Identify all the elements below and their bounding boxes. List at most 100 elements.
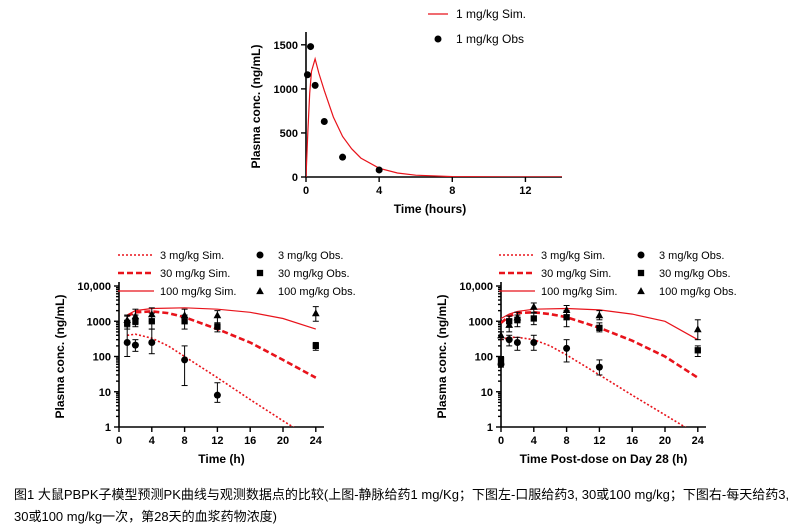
legend-swatch-square: [637, 269, 645, 277]
x-axis-label: Time (hours): [394, 202, 466, 216]
x-tick-label: 0: [303, 185, 309, 197]
data-point-triangle: [147, 310, 156, 318]
y-tick-label: 10: [99, 387, 111, 399]
legend-swatch-circle: [256, 251, 264, 259]
data-point-triangle: [529, 302, 538, 310]
x-tick-label: 20: [277, 435, 289, 447]
x-axis-label: Time (h): [198, 452, 244, 466]
chart-top: 0 4 8 12 0 500 1000 1500 Time (hours) Plasma conc…: [249, 7, 562, 216]
data-point-circle: [307, 43, 315, 51]
x-tick-label: 4: [531, 435, 538, 447]
data-point-circle: [530, 338, 538, 346]
chart-bottom-left: 0 4 8 12 16 20 24 1 10 100 1000 10,000 Time (h) Plasm…: [53, 250, 356, 466]
x-tick-label: 12: [593, 435, 605, 447]
data-point-circle: [375, 166, 383, 174]
y-axis-label: Plasma conc. (ng/mL): [249, 44, 263, 168]
x-tick-label: 16: [626, 435, 638, 447]
data-point-triangle: [497, 331, 505, 339]
legend-label: 100 mg/kg Obs.: [278, 286, 356, 298]
series-line-2: [126, 307, 316, 330]
y-tick-label: 1500: [274, 40, 298, 52]
series-line-0: [501, 336, 687, 427]
legend: 3 mg/kg Sim. 3 mg/kg Obs. 30 mg/kg Sim. 30 …: [499, 250, 737, 298]
data-point-triangle: [562, 306, 571, 314]
data-point-square: [497, 356, 505, 364]
data-point-circle: [563, 344, 571, 352]
legend-label: 100 mg/kg Obs.: [659, 286, 737, 298]
y-tick-label: 1: [487, 422, 493, 434]
y-tick-label: 1000: [87, 316, 111, 328]
x-tick-label: 24: [692, 435, 705, 447]
legend-label: 30 mg/kg Obs.: [659, 268, 731, 280]
series-line-0: [127, 333, 295, 427]
y-tick-label: 0: [292, 172, 298, 184]
y-tick-label: 10,000: [459, 281, 493, 293]
x-tick-label: 20: [659, 435, 671, 447]
data-point-triangle: [595, 311, 604, 319]
legend: 3 mg/kg Sim. 3 mg/kg Obs. 30 mg/kg Sim. 30 …: [118, 250, 356, 298]
x-tick-label: 12: [519, 185, 531, 197]
data-point-circle: [181, 356, 189, 364]
data-point-circle: [311, 81, 319, 89]
legend-label: 3 mg/kg Sim.: [541, 250, 605, 262]
series-line-1: [501, 310, 699, 379]
y-tick-label: 1: [105, 422, 111, 434]
legend-label: 3 mg/kg Obs.: [278, 250, 343, 262]
legend-swatch-triangle: [637, 287, 645, 295]
data-point-circle: [339, 153, 347, 161]
data-point-triangle: [123, 315, 132, 323]
data-point-square: [214, 323, 221, 330]
x-axis-label: Time Post-dose on Day 28 (h): [520, 452, 688, 466]
x-tick-label: 4: [149, 435, 156, 447]
data-point-square: [312, 342, 319, 350]
x-tick-label: 8: [449, 185, 455, 197]
y-tick-label: 1000: [469, 316, 493, 328]
y-tick-label: 500: [280, 128, 298, 140]
legend: 1 mg/kg Sim. 1 mg/kg Obs: [428, 7, 526, 46]
data-point-circle: [595, 363, 603, 371]
legend-swatch-square: [256, 269, 264, 277]
legend-label: 30 mg/kg Sim.: [160, 268, 230, 280]
legend-label: 1 mg/kg Sim.: [456, 7, 526, 21]
data-point-circle: [148, 338, 156, 346]
data-point-triangle: [513, 313, 522, 321]
y-axis-label: Plasma conc. (ng/mL): [435, 294, 449, 418]
data-point-triangle: [213, 311, 222, 319]
data-point-triangle: [180, 311, 189, 319]
x-tick-label: 8: [182, 435, 188, 447]
data-point-circle: [123, 338, 131, 346]
legend-label: 30 mg/kg Obs.: [278, 268, 350, 280]
x-tick-label: 16: [244, 435, 256, 447]
data-point-triangle: [311, 309, 320, 317]
data-point-circle: [131, 341, 139, 349]
legend-label: 100 mg/kg Sim.: [541, 286, 617, 298]
legend-label: 1 mg/kg Obs: [456, 32, 524, 46]
data-point-circle: [320, 117, 328, 125]
x-tick-label: 4: [376, 185, 383, 197]
figure-caption: 图1 大鼠PBPK子模型预测PK曲线与观测数据点的比较(上图-静脉给药1 mg/…: [14, 487, 790, 524]
data-point-triangle: [131, 312, 140, 320]
x-tick-label: 0: [498, 435, 504, 447]
y-axis-label: Plasma conc. (ng/mL): [53, 294, 67, 418]
legend-swatch-triangle: [256, 287, 264, 295]
data-point-triangle: [693, 325, 702, 333]
series-line-0: [306, 56, 562, 177]
x-tick-label: 8: [564, 435, 570, 447]
legend-swatch-circle: [637, 251, 645, 259]
data-point-square: [694, 347, 701, 354]
data-point-circle: [513, 338, 521, 346]
legend-label: 3 mg/kg Obs.: [659, 250, 724, 262]
y-tick-label: 10: [481, 387, 493, 399]
x-tick-label: 12: [211, 435, 223, 447]
x-tick-label: 24: [310, 435, 323, 447]
data-point-circle: [505, 336, 513, 344]
series-line-1: [126, 310, 317, 379]
data-point-circle: [213, 391, 221, 399]
y-tick-label: 100: [475, 352, 493, 364]
data-point-triangle: [505, 320, 514, 328]
y-tick-label: 1000: [274, 84, 298, 96]
y-tick-label: 10,000: [77, 281, 111, 293]
data-point-circle: [303, 71, 311, 79]
y-tick-label: 100: [93, 352, 111, 364]
